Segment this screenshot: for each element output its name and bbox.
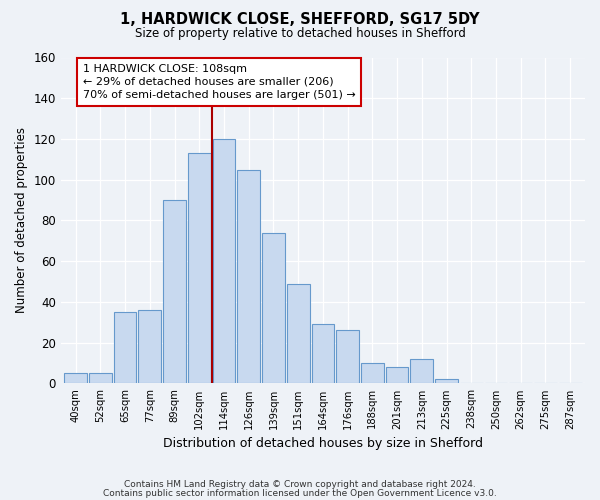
Bar: [410, 359, 433, 384]
Bar: [212, 139, 235, 384]
Bar: [188, 153, 211, 384]
Bar: [311, 324, 334, 384]
Text: Contains public sector information licensed under the Open Government Licence v3: Contains public sector information licen…: [103, 489, 497, 498]
Bar: [336, 330, 359, 384]
Text: Size of property relative to detached houses in Shefford: Size of property relative to detached ho…: [134, 28, 466, 40]
Bar: [238, 170, 260, 384]
Text: 1 HARDWICK CLOSE: 108sqm
← 29% of detached houses are smaller (206)
70% of semi-: 1 HARDWICK CLOSE: 108sqm ← 29% of detach…: [83, 64, 356, 100]
Bar: [114, 312, 136, 384]
Bar: [435, 380, 458, 384]
Text: 1, HARDWICK CLOSE, SHEFFORD, SG17 5DY: 1, HARDWICK CLOSE, SHEFFORD, SG17 5DY: [120, 12, 480, 28]
Bar: [262, 232, 285, 384]
Bar: [163, 200, 186, 384]
Y-axis label: Number of detached properties: Number of detached properties: [15, 128, 28, 314]
Bar: [386, 367, 409, 384]
Bar: [287, 284, 310, 384]
Bar: [89, 373, 112, 384]
Bar: [139, 310, 161, 384]
Text: Contains HM Land Registry data © Crown copyright and database right 2024.: Contains HM Land Registry data © Crown c…: [124, 480, 476, 489]
Bar: [64, 373, 87, 384]
X-axis label: Distribution of detached houses by size in Shefford: Distribution of detached houses by size …: [163, 437, 483, 450]
Bar: [361, 363, 384, 384]
